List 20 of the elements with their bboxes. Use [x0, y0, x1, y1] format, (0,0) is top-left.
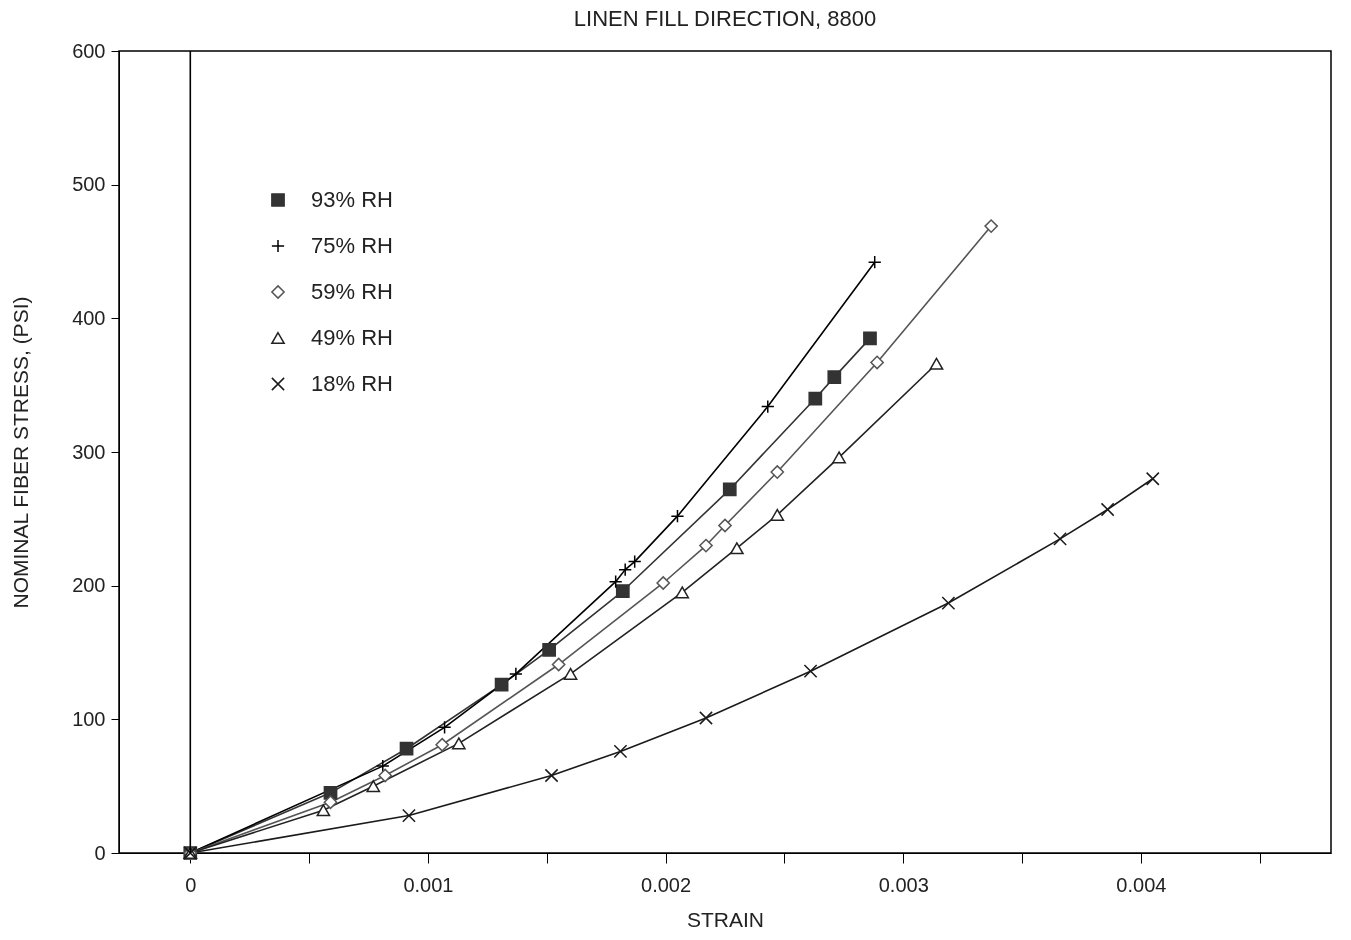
x-tick-label: 0 [185, 873, 197, 896]
y-tick-label: 300 [72, 440, 106, 463]
legend-label: 59% RH [311, 279, 393, 304]
y-tick-label: 200 [72, 574, 106, 597]
y-tick-label: 400 [72, 306, 106, 329]
chart-title: LINEN FILL DIRECTION, 8800 [573, 6, 877, 31]
legend-label: 75% RH [311, 233, 393, 258]
x-axis-title: STRAIN [686, 907, 765, 931]
legend-label: 18% RH [311, 371, 393, 396]
y-axis-title: NOMINAL FIBER STRESS, (PSI) [9, 296, 33, 609]
legend-label: 49% RH [311, 325, 393, 350]
legend-label: 93% RH [311, 187, 393, 212]
x-tick-label: 0.001 [403, 873, 454, 896]
x-tick-label: 0.003 [878, 873, 929, 896]
y-tick-label: 600 [72, 39, 106, 62]
y-tick-label: 100 [72, 707, 106, 730]
x-tick-label: 0.002 [641, 873, 692, 896]
y-tick-label: 0 [94, 841, 106, 864]
y-tick-label: 500 [72, 173, 106, 196]
x-tick-label: 0.004 [1116, 873, 1167, 896]
